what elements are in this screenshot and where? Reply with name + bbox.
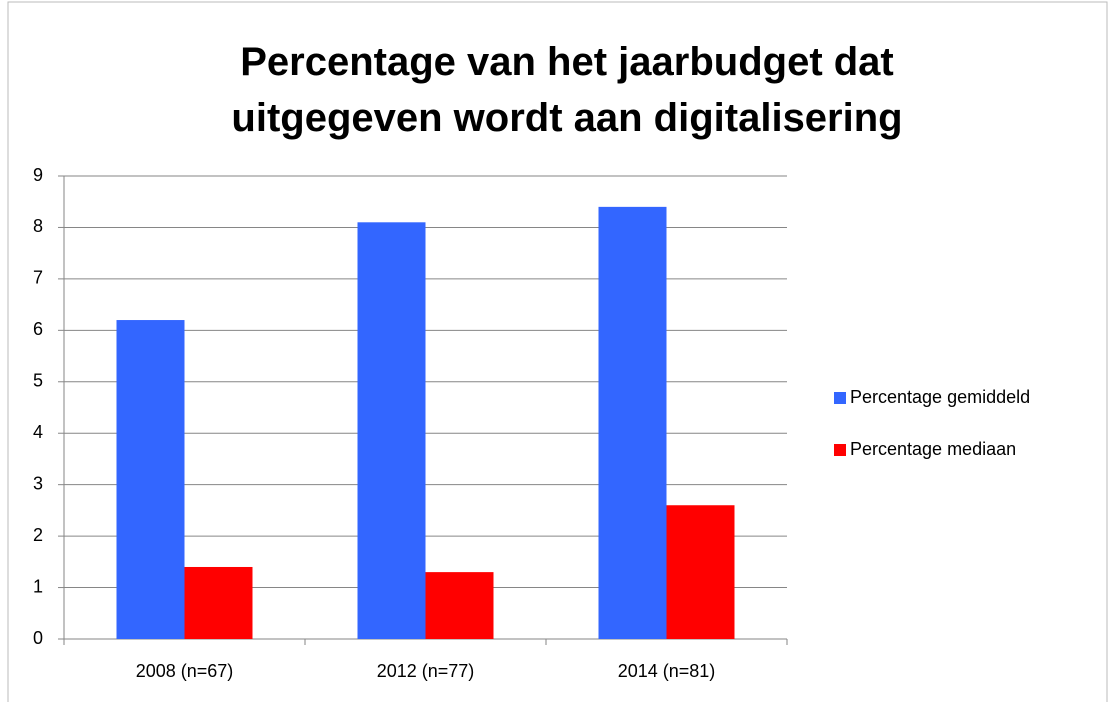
y-tick-label: 3 <box>33 473 43 493</box>
y-tick-label: 6 <box>33 319 43 339</box>
bar <box>425 572 494 639</box>
bar <box>357 222 426 640</box>
chart-border <box>7 1 1108 702</box>
legend-label: Percentage mediaan <box>850 439 1016 459</box>
chart-title: Percentage van het jaarbudget dat uitgeg… <box>231 40 903 140</box>
y-tick-label: 0 <box>33 628 43 648</box>
y-tick-label: 4 <box>33 422 43 442</box>
x-tick-label: 2012 (n=77) <box>377 661 475 681</box>
legend-swatch <box>834 392 846 404</box>
y-tick-label: 5 <box>33 371 43 391</box>
legend-label: Percentage gemiddeld <box>850 387 1030 407</box>
y-tick-label: 9 <box>33 165 43 185</box>
x-tick-label: 2008 (n=67) <box>136 661 234 681</box>
legend-swatch <box>834 444 846 456</box>
y-tick-label: 8 <box>33 216 43 236</box>
bar <box>598 206 667 639</box>
y-tick-label: 7 <box>33 268 43 288</box>
bar <box>116 320 185 639</box>
y-tick-label: 2 <box>33 525 43 545</box>
x-tick-label: 2014 (n=81) <box>618 661 716 681</box>
y-tick-label: 1 <box>33 576 43 596</box>
bar <box>184 566 253 639</box>
bar <box>666 505 735 639</box>
